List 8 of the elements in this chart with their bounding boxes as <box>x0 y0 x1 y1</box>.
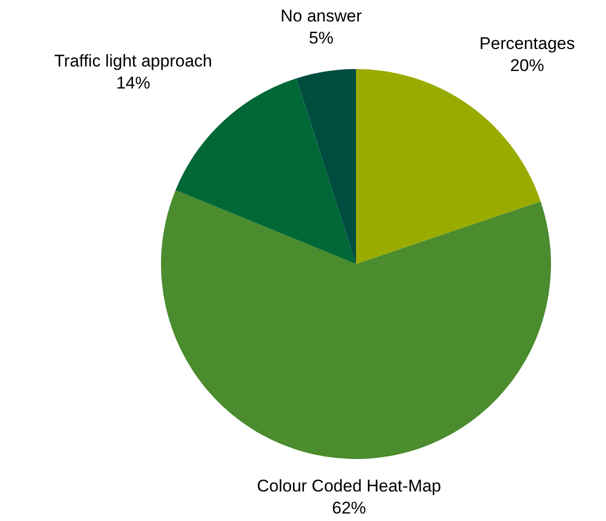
slice-label: Percentages <box>479 34 575 53</box>
slice-label: Traffic light approach <box>54 52 212 71</box>
slice-label: No answer <box>280 6 362 26</box>
data-label: 14% <box>116 74 150 93</box>
data-label: 5% <box>308 28 334 48</box>
data-label: 20% <box>510 56 544 75</box>
slice-label: Colour Coded Heat-Map <box>256 476 442 496</box>
data-label: 62% <box>332 498 366 518</box>
